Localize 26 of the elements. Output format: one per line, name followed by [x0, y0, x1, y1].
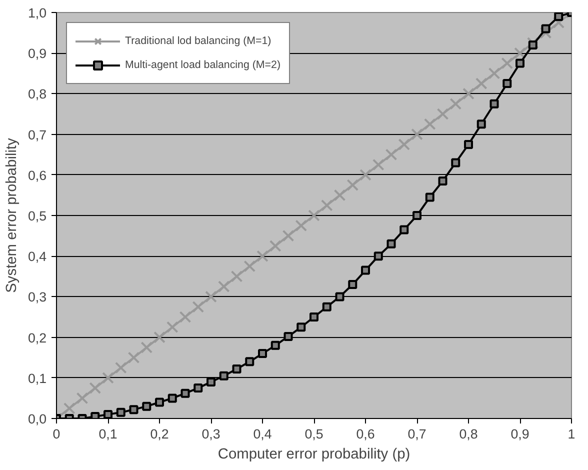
y-tick-label: 0,0 [28, 412, 47, 426]
legend-label: Multi-agent load balancing (M=2) [125, 59, 280, 71]
y-tick-label: 0,4 [28, 249, 48, 264]
x-tick-label: 0 [52, 426, 60, 442]
y-tick-label: 0,2 [28, 330, 47, 346]
x-tick-label: 0,2 [150, 426, 169, 442]
x-tick-label: 0,1 [98, 426, 118, 442]
y-tick-label: 1,0 [28, 6, 47, 20]
x-tick-label: 1 [568, 426, 576, 442]
legend-label: Traditional lod balancing (M=1) [125, 35, 272, 47]
x-tick-label: 0,6 [356, 426, 375, 442]
x-tick-label: 0,7 [408, 426, 426, 442]
y-tick-label: 0,7 [28, 127, 47, 142]
x-axis-title: Computer error probability (p) [218, 446, 410, 462]
x-tick-label: 0,5 [304, 426, 324, 442]
x-tick-label: 0,4 [253, 426, 272, 442]
y-tick-label: 0,3 [28, 290, 47, 305]
y-axis-title: System error probability [4, 137, 20, 293]
x-tick-label: 0,9 [510, 426, 530, 442]
y-tick-label: 0,8 [28, 86, 47, 102]
y-tick-label: 0,5 [28, 208, 47, 224]
y-tick-label: 0,1 [28, 370, 47, 386]
y-tick-label: 0,9 [28, 46, 47, 62]
x-tick-label: 0,3 [202, 426, 220, 442]
x-tick-label: 0,8 [459, 426, 478, 442]
y-tick-label: 0,6 [28, 168, 47, 183]
